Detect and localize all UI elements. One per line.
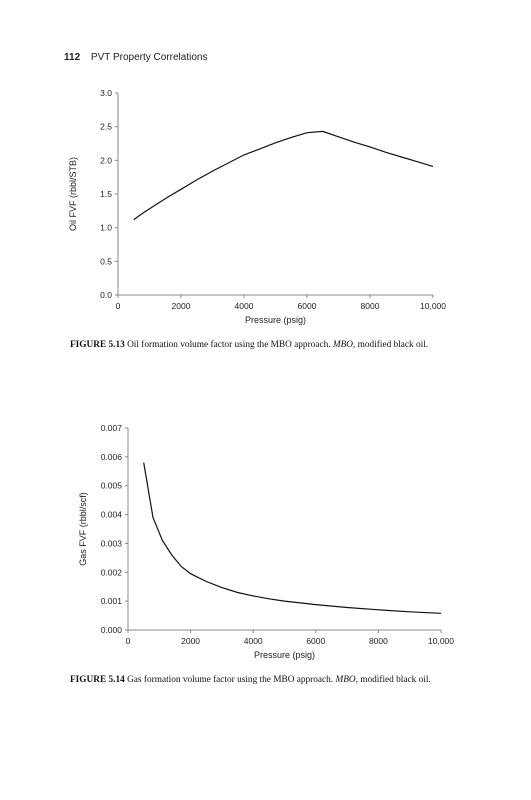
x-tick-label: 0 (126, 636, 131, 646)
x-tick-label: 2000 (181, 636, 200, 646)
caption-text-end: modified black oil. (360, 675, 431, 685)
x-axis-label: Pressure (psig) (254, 650, 315, 660)
x-tick-label: 6000 (306, 636, 325, 646)
x-tick-label: 8000 (369, 636, 388, 646)
running-head: 112 PVT Property Correlations (64, 52, 207, 63)
y-tick-label: 0.005 (101, 481, 123, 491)
y-tick-label: 0.003 (101, 538, 123, 548)
y-axis-label: Gas FVF (rbbl/scf) (78, 492, 88, 566)
caption-text: Oil formation volume factor using the MB… (127, 340, 331, 350)
x-tick-label: 6000 (298, 301, 317, 311)
y-tick-label: 0.001 (101, 596, 123, 606)
gas-fvf-chart: 0.000 0.001 0.002 0.003 0.004 0.005 0.006 0.007… (0, 420, 531, 670)
y-axis-label: Oil FVF (rbbl/STB) (68, 157, 78, 231)
x-tick-label: 8000 (361, 301, 380, 311)
caption-abbr: MBO, (335, 675, 358, 685)
running-title: PVT Property Correlations (90, 52, 208, 63)
y-tick-label: 0.002 (101, 567, 123, 577)
caption-abbr: MBO, (332, 340, 356, 350)
x-tick-label: 10,000 (428, 636, 454, 646)
y-tick-label: 0.000 (101, 625, 123, 635)
y-tick-label: 0.007 (101, 423, 123, 433)
caption-text: Gas formation volume factor using the MB… (127, 675, 334, 685)
y-tick-label: 1.5 (100, 189, 112, 199)
oil-fvf-chart-svg: 0.0 0.5 1.0 1.5 2.0 2.5 3.0 0 2000 4000 6000 8000 10… (68, 88, 446, 325)
x-axis-label: Pressure (psig) (245, 315, 306, 325)
x-tick-label: 4000 (244, 636, 263, 646)
x-tick-label: 2000 (172, 301, 191, 311)
y-tick-label: 2.5 (100, 122, 112, 132)
figure-label: FIGURE 5.13 (70, 340, 125, 350)
y-tick-label: 0.004 (101, 510, 123, 520)
page-number: 112 (64, 52, 81, 63)
series-line-0-0 (133, 130, 434, 221)
y-tick-label: 0.5 (100, 256, 112, 266)
y-tick-label: 3.0 (100, 88, 112, 98)
x-tick-label: 0 (116, 301, 121, 311)
series-line-1-0 (143, 462, 442, 614)
gas-fvf-chart-svg: 0.000 0.001 0.002 0.003 0.004 0.005 0.006 0.007… (78, 423, 454, 660)
y-tick-label: 2.0 (100, 155, 112, 165)
oil-fvf-chart: 0.0 0.5 1.0 1.5 2.0 2.5 3.0 0 2000 4000 6000 8000 10… (0, 80, 531, 340)
x-tick-label: 4000 (235, 301, 254, 311)
figure-caption-2: FIGURE 5.14 Gas formation volume factor … (70, 675, 460, 687)
y-tick-label: 1.0 (100, 223, 112, 233)
x-tick-label: 10,000 (420, 301, 446, 311)
y-tick-label: 0.006 (101, 452, 123, 462)
y-tick-label: 0.0 (100, 290, 112, 300)
figure-caption-1: FIGURE 5.13 Oil formation volume factor … (70, 340, 460, 352)
caption-text-end: modified black oil. (357, 340, 429, 350)
figure-label: FIGURE 5.14 (70, 675, 125, 685)
